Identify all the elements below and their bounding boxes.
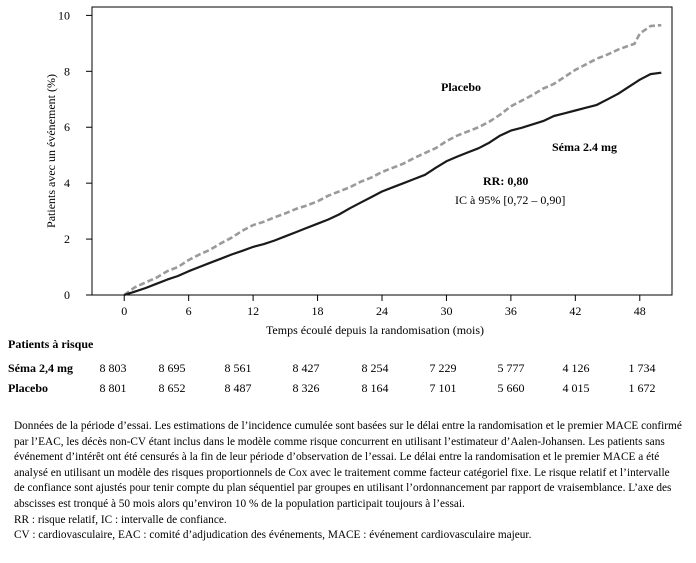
y-tick-label: 4	[64, 176, 70, 190]
risk-cell: 7 101	[429, 381, 457, 395]
x-axis-label: Temps écoulé depuis la randomisation (mo…	[266, 323, 484, 337]
risk-cell: 7 229	[429, 361, 457, 375]
ci-annotation: IC à 95% [0,72 – 0,90]	[455, 193, 565, 207]
footnote-abbrev-rr: RR : risque relatif, IC : intervalle de …	[14, 513, 227, 526]
y-tick-label: 2	[64, 232, 70, 246]
footnote: Données de la période d’essai. Les estim…	[14, 419, 682, 544]
risk-cell: 8 801	[99, 381, 127, 395]
risk-cell: 4 015	[562, 381, 590, 395]
x-tick-label: 48	[634, 304, 646, 318]
risk-cell: 8 695	[158, 361, 186, 375]
y-axis: 0 2 4 6 8 10	[58, 8, 92, 302]
rr-annotation: RR: 0,80	[483, 174, 528, 188]
risk-row-label: Placebo	[8, 381, 48, 395]
risk-cell: 4 126	[562, 361, 590, 375]
risk-cell: 8 254	[361, 361, 389, 375]
x-tick-label: 0	[121, 304, 127, 318]
placebo-annotation: Placebo	[441, 80, 481, 94]
series-line-placebo	[123, 23, 662, 297]
risk-cell: 5 660	[497, 381, 525, 395]
y-tick-label: 8	[64, 64, 70, 78]
x-axis: 0 6 12 18 24 30 36 42 48	[121, 295, 646, 318]
risk-cell: 1 672	[628, 381, 656, 395]
x-tick-label: 6	[186, 304, 192, 318]
x-tick-label: 42	[569, 304, 581, 318]
footnote-main: Données de la période d’essai. Les estim…	[14, 420, 682, 510]
risk-cell: 8 326	[292, 381, 320, 395]
y-tick-label: 0	[64, 288, 70, 302]
footnote-abbrev-cv: CV : cardiovasculaire, EAC : comité d’ad…	[14, 529, 532, 542]
series-layer	[123, 23, 662, 297]
risk-cell: 8 561	[224, 361, 252, 375]
risk-table-title: Patients à risque	[8, 337, 94, 351]
series-line-s-ma-2-4-mg	[123, 71, 662, 297]
x-tick-label: 12	[247, 304, 259, 318]
y-axis-label: Patients avec un événement (%)	[44, 74, 58, 228]
risk-row-label: Séma 2,4 mg	[8, 361, 73, 375]
risk-row-placebo: Placebo 8 801 8 652 8 487 8 326 8 164 7 …	[0, 381, 696, 397]
sema-annotation: Séma 2.4 mg	[552, 140, 617, 154]
risk-cell: 8 164	[361, 381, 389, 395]
risk-row-sema: Séma 2,4 mg 8 803 8 695 8 561 8 427 8 25…	[0, 361, 696, 377]
y-tick-label: 6	[64, 120, 70, 134]
risk-cell: 5 777	[497, 361, 525, 375]
risk-cell: 1 734	[628, 361, 656, 375]
y-tick-label: 10	[58, 8, 70, 22]
risk-cell: 8 487	[224, 381, 252, 395]
risk-cell: 8 803	[99, 361, 127, 375]
x-tick-label: 24	[376, 304, 388, 318]
x-tick-label: 18	[312, 304, 324, 318]
risk-cell: 8 427	[292, 361, 320, 375]
risk-cell: 8 652	[158, 381, 186, 395]
x-tick-label: 36	[505, 304, 517, 318]
x-tick-label: 30	[440, 304, 452, 318]
